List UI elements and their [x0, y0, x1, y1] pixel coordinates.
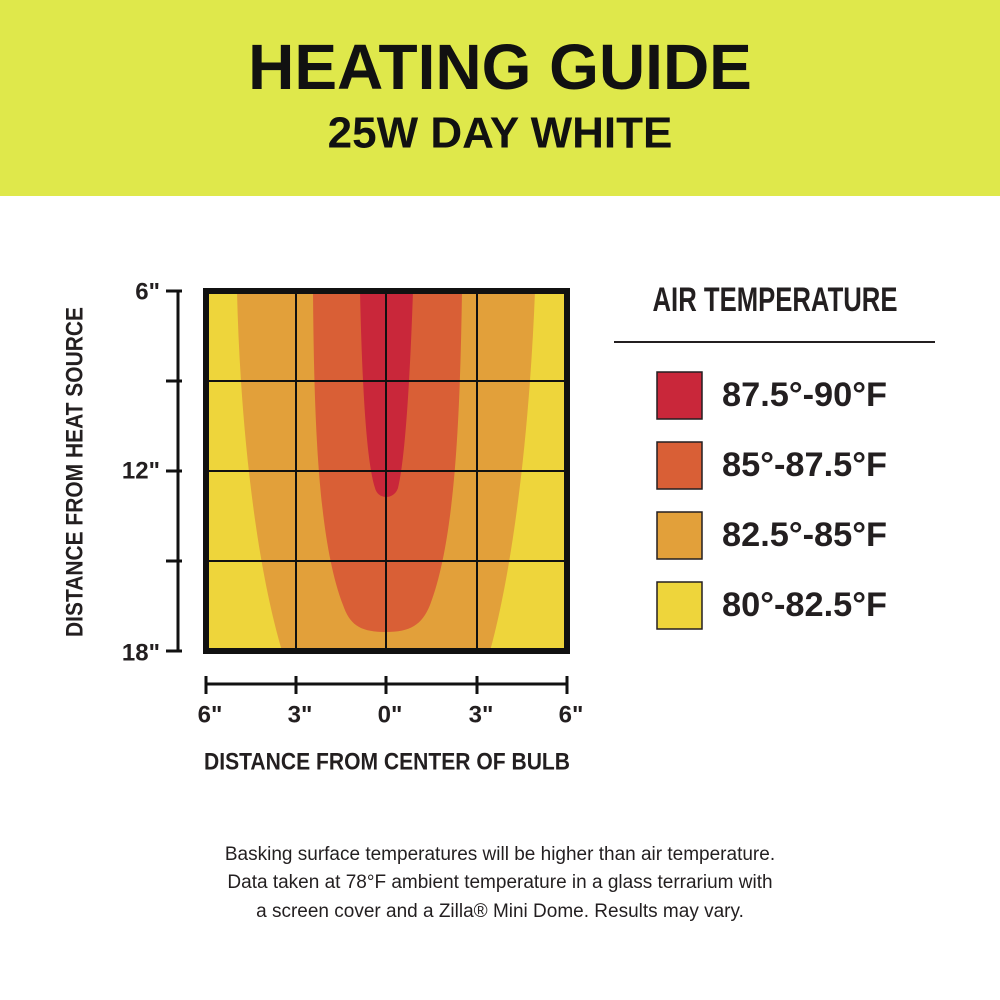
x-tick-label: 3" — [288, 701, 313, 728]
legend-label: 80°-82.5°F — [722, 586, 887, 624]
grid — [206, 291, 567, 651]
legend-swatch — [656, 511, 703, 560]
legend-title: AIR TEMPERATURE — [653, 281, 898, 319]
subtitle: 25W DAY WHITE — [328, 109, 673, 158]
footnote-line: Data taken at 78°F ambient temperature i… — [227, 872, 772, 893]
x-axis — [204, 676, 569, 694]
legend: 87.5°-90°F 85°-87.5°F 82.5°-85°F 80°-82.5°F — [656, 371, 887, 630]
y-axis — [166, 289, 182, 653]
plot-border — [203, 288, 570, 654]
y-axis-label: DISTANCE FROM HEAT SOURCE — [61, 307, 88, 637]
title: HEATING GUIDE — [248, 31, 752, 103]
x-tick-label: 0" — [378, 701, 403, 728]
footnote-line: Basking surface temperatures will be hig… — [225, 844, 775, 865]
legend-swatch — [656, 371, 703, 420]
y-tick-label: 18" — [122, 639, 160, 666]
y-tick-label: 6" — [135, 278, 160, 305]
x-axis-label: DISTANCE FROM CENTER OF BULB — [204, 748, 570, 775]
x-tick-label: 3" — [469, 701, 494, 728]
heat-map — [203, 288, 570, 654]
legend-swatch — [656, 581, 703, 630]
header-band — [0, 0, 1000, 196]
legend-swatch — [656, 441, 703, 490]
x-tick-label: 6" — [559, 701, 584, 728]
legend-label: 87.5°-90°F — [722, 376, 887, 414]
footnote-line: a screen cover and a Zilla® Mini Dome. R… — [256, 901, 744, 922]
legend-label: 85°-87.5°F — [722, 446, 887, 484]
x-tick-label: 6" — [198, 701, 223, 728]
y-tick-label: 12" — [122, 457, 160, 484]
legend-label: 82.5°-85°F — [722, 516, 887, 554]
